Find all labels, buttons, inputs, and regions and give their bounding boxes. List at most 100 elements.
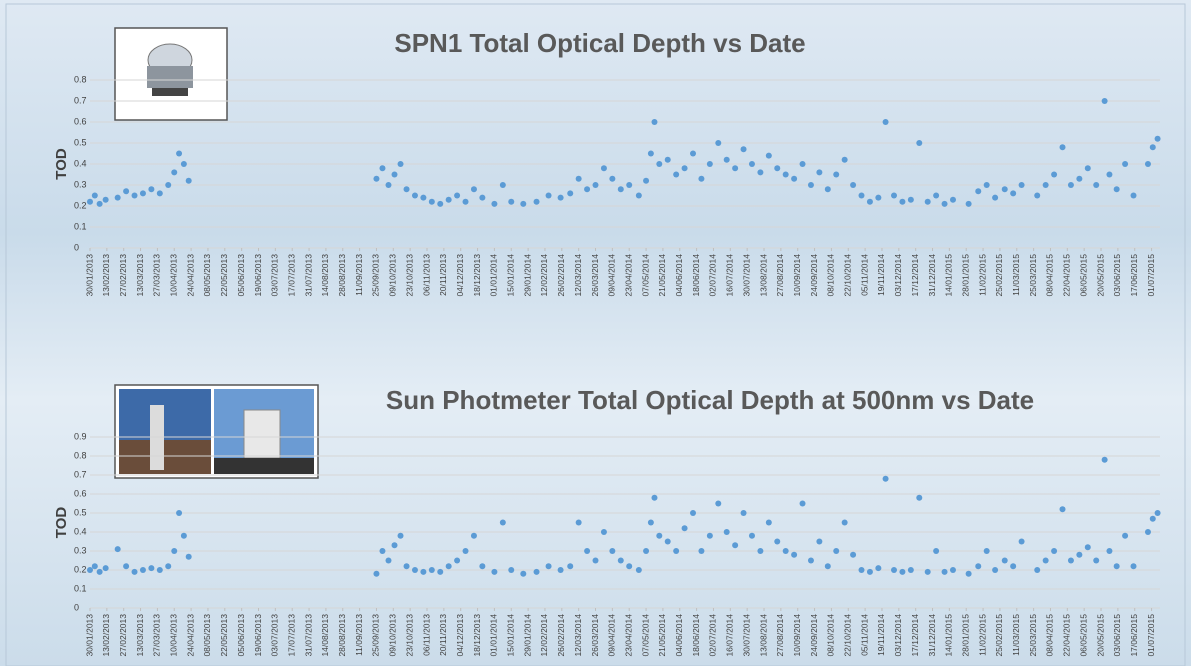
data-point	[1002, 558, 1008, 564]
data-point	[404, 186, 410, 192]
data-point	[800, 501, 806, 507]
data-point	[842, 520, 848, 526]
data-point	[593, 182, 599, 188]
data-point	[471, 533, 477, 539]
x-tick-label: 05/11/2014	[859, 614, 869, 656]
x-tick-label: 19/11/2014	[876, 254, 886, 296]
data-point	[656, 533, 662, 539]
x-tick-label: 07/05/2014	[640, 614, 650, 657]
data-point	[1093, 558, 1099, 564]
data-point	[398, 161, 404, 167]
data-point	[609, 176, 615, 182]
x-tick-label: 12/02/2014	[539, 254, 549, 297]
x-tick-label: 20/05/2015	[1095, 614, 1105, 657]
x-tick-label: 19/06/2013	[253, 614, 263, 657]
data-point	[707, 533, 713, 539]
data-point	[925, 199, 931, 205]
data-point	[791, 176, 797, 182]
data-point	[808, 558, 814, 564]
data-point	[1051, 172, 1057, 178]
data-point	[567, 190, 573, 196]
data-point	[682, 165, 688, 171]
x-tick-label: 28/08/2013	[337, 254, 347, 297]
x-tick-label: 11/02/2015	[977, 614, 987, 656]
data-point	[891, 567, 897, 573]
x-tick-label: 25/02/2015	[994, 254, 1004, 297]
data-point	[875, 195, 881, 201]
x-tick-label: 30/07/2014	[741, 254, 751, 297]
x-tick-label: 17/12/2014	[910, 614, 920, 657]
data-point	[115, 195, 121, 201]
x-tick-label: 03/12/2014	[893, 254, 903, 297]
data-point	[908, 567, 914, 573]
x-tick-label: 26/03/2014	[590, 614, 600, 657]
x-tick-label: 09/04/2014	[607, 254, 617, 297]
x-tick-label: 25/02/2015	[994, 614, 1004, 657]
x-tick-label: 01/01/2014	[489, 254, 499, 297]
data-point	[825, 186, 831, 192]
data-point	[975, 188, 981, 194]
x-tick-label: 17/06/2015	[1129, 614, 1139, 657]
x-tick-label: 10/04/2013	[169, 254, 179, 297]
data-point	[567, 563, 573, 569]
data-point	[698, 548, 704, 554]
y-tick-label: 0.8	[74, 450, 87, 460]
data-point	[181, 161, 187, 167]
x-tick-label: 08/04/2015	[1045, 254, 1055, 297]
data-point	[766, 520, 772, 526]
data-point	[420, 569, 426, 575]
data-point	[446, 197, 452, 203]
x-tick-label: 03/07/2013	[270, 254, 280, 297]
x-tick-label: 13/03/2013	[135, 614, 145, 657]
x-tick-label: 28/01/2015	[960, 614, 970, 657]
data-point	[379, 165, 385, 171]
data-point	[816, 169, 822, 175]
x-tick-label: 08/05/2013	[202, 254, 212, 297]
data-point	[593, 558, 599, 564]
photometer-photos	[115, 385, 318, 478]
data-point	[1106, 172, 1112, 178]
page: SPN1 Total Optical Depth vs DateTOD00.10…	[0, 0, 1191, 666]
data-point	[534, 569, 540, 575]
data-point	[766, 153, 772, 159]
data-point	[749, 533, 755, 539]
data-point	[404, 563, 410, 569]
x-tick-label: 06/05/2015	[1078, 614, 1088, 657]
data-point	[942, 569, 948, 575]
data-point	[1122, 533, 1128, 539]
data-point	[392, 542, 398, 548]
data-point	[165, 182, 171, 188]
data-point	[115, 546, 121, 552]
data-point	[933, 548, 939, 554]
x-tick-label: 23/04/2014	[623, 254, 633, 297]
data-point	[171, 169, 177, 175]
y-tick-label: 0.9	[74, 431, 87, 441]
data-point	[558, 195, 564, 201]
data-point	[833, 172, 839, 178]
data-point	[140, 190, 146, 196]
data-point	[992, 567, 998, 573]
data-point	[950, 567, 956, 573]
data-point	[732, 542, 738, 548]
x-tick-label: 03/07/2013	[270, 614, 280, 657]
chart: SPN1 Total Optical Depth vs DateTOD00.10…	[0, 0, 1191, 666]
data-point	[463, 199, 469, 205]
data-point	[1060, 506, 1066, 512]
data-point	[673, 172, 679, 178]
data-point	[1150, 144, 1156, 150]
data-point	[609, 548, 615, 554]
data-point	[1114, 563, 1120, 569]
data-point	[491, 569, 497, 575]
data-point	[925, 569, 931, 575]
chart-title: SPN1 Total Optical Depth vs Date	[394, 28, 805, 58]
data-point	[933, 193, 939, 199]
y-tick-label: 0.3	[74, 179, 87, 189]
data-point	[500, 182, 506, 188]
y-tick-label: 0	[74, 242, 79, 252]
data-point	[157, 567, 163, 573]
data-point	[1131, 193, 1137, 199]
x-tick-label: 11/02/2015	[977, 254, 987, 296]
y-tick-label: 0.4	[74, 526, 87, 536]
x-tick-label: 13/03/2013	[135, 254, 145, 297]
x-tick-label: 27/08/2014	[775, 254, 785, 297]
